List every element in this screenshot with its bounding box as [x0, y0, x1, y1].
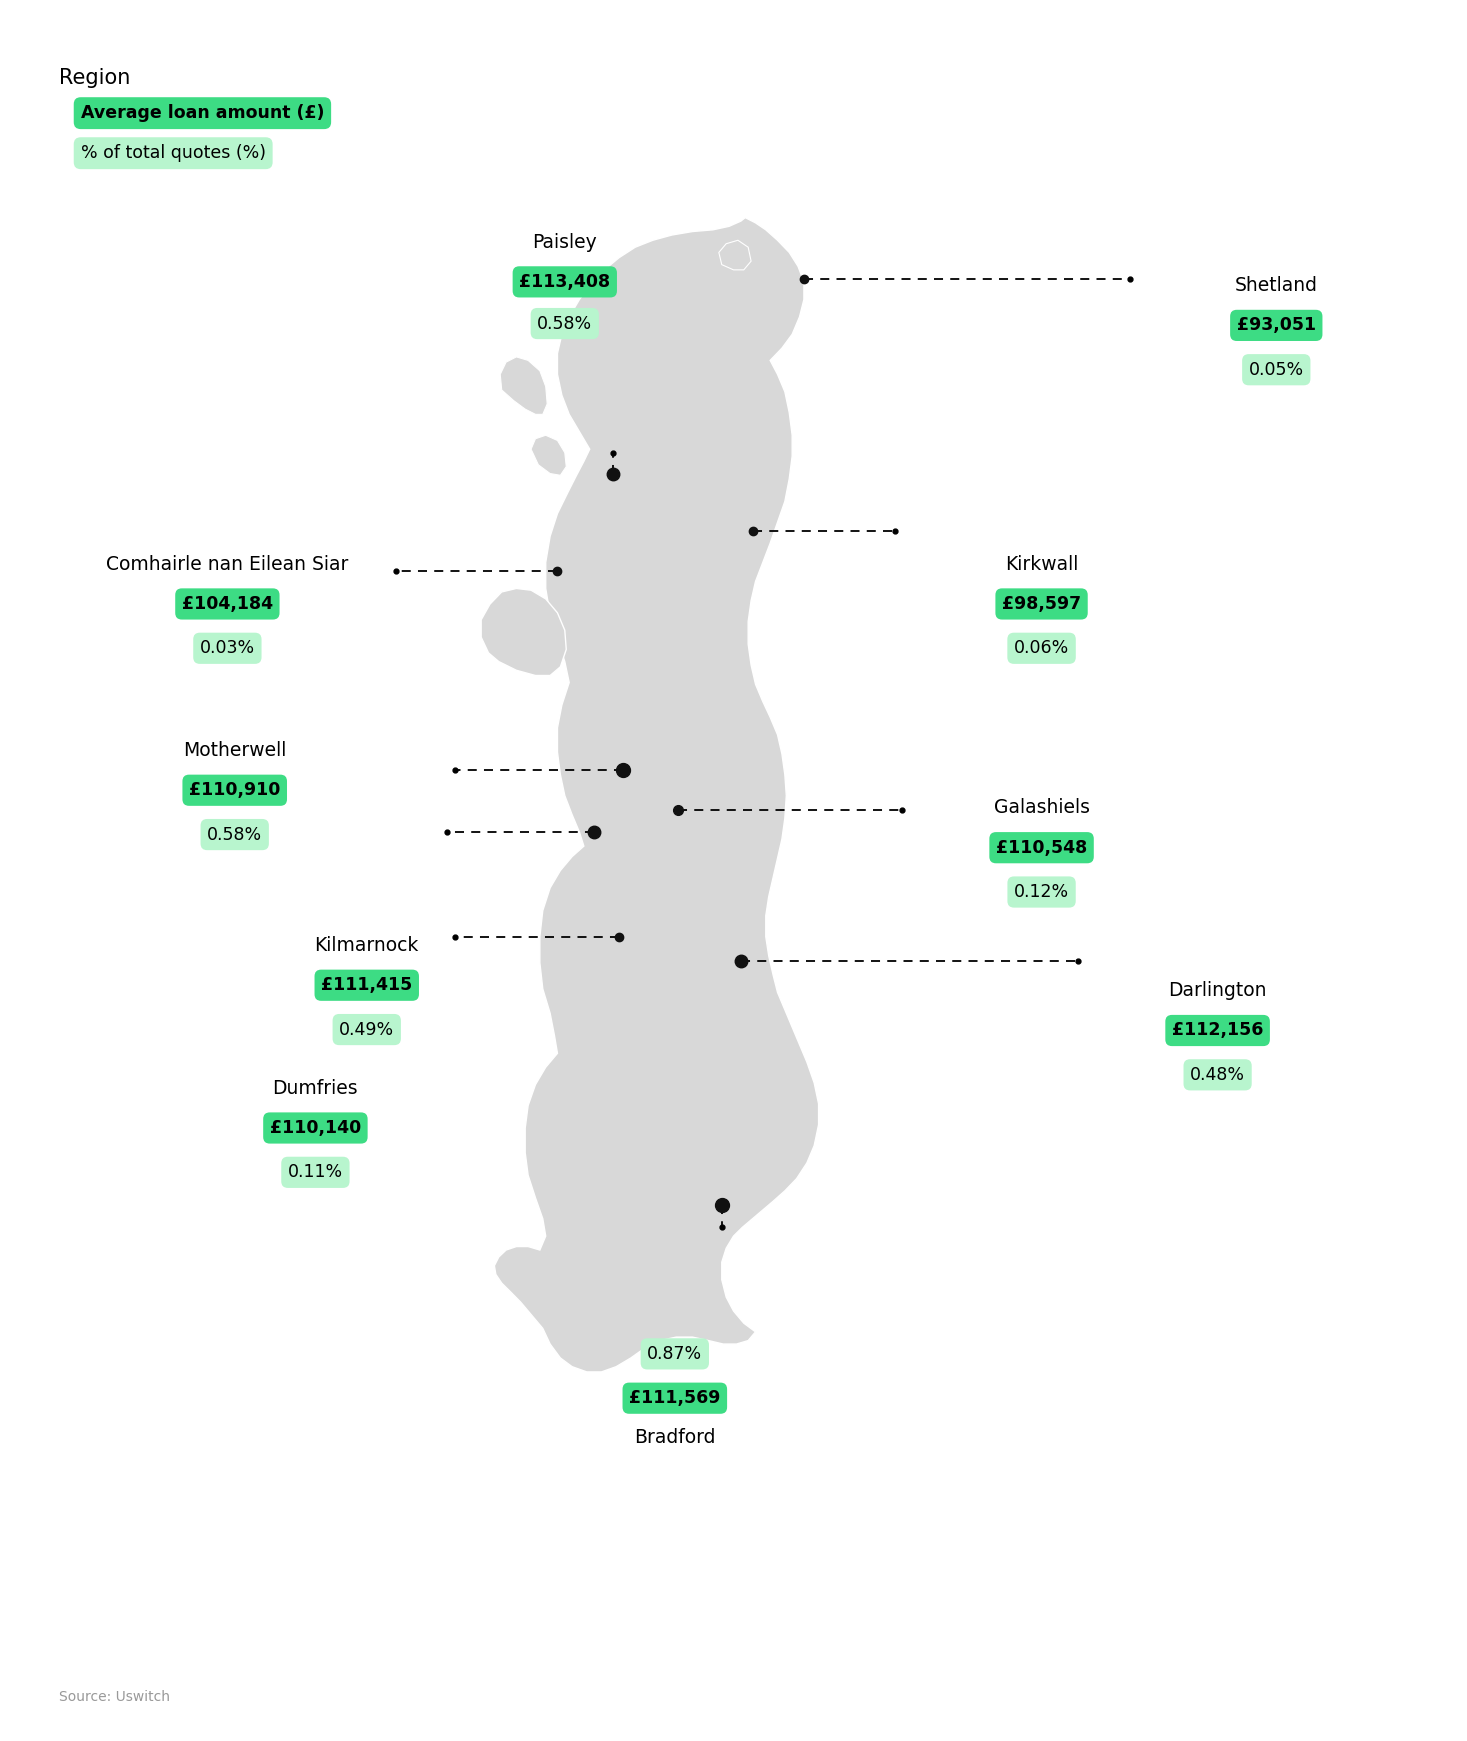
Text: 0.06%: 0.06% [1014, 639, 1069, 658]
Text: £104,184: £104,184 [182, 595, 273, 613]
Text: Region: Region [59, 68, 131, 89]
Text: Bradford: Bradford [634, 1428, 716, 1447]
Text: Paisley: Paisley [533, 233, 597, 252]
Polygon shape [719, 240, 751, 270]
Polygon shape [531, 435, 566, 475]
Text: Darlington: Darlington [1168, 982, 1267, 1001]
Text: Kirkwall: Kirkwall [1005, 555, 1078, 575]
Text: £113,408: £113,408 [519, 273, 610, 291]
Text: 0.87%: 0.87% [647, 1344, 703, 1363]
Text: £112,156: £112,156 [1172, 1022, 1263, 1039]
Text: Motherwell: Motherwell [183, 742, 286, 761]
Polygon shape [481, 588, 566, 676]
Text: £110,910: £110,910 [189, 782, 280, 799]
Text: Source: Uswitch: Source: Uswitch [59, 1691, 170, 1704]
Text: Galashiels: Galashiels [993, 799, 1090, 818]
Text: £110,140: £110,140 [270, 1119, 361, 1137]
Polygon shape [494, 218, 819, 1372]
Text: Kilmarnock: Kilmarnock [314, 937, 420, 956]
Text: 0.58%: 0.58% [207, 825, 263, 844]
Text: Comhairle nan Eilean Siar: Comhairle nan Eilean Siar [106, 555, 349, 575]
Text: 0.48%: 0.48% [1190, 1065, 1245, 1085]
Text: £111,415: £111,415 [321, 977, 412, 994]
Text: £93,051: £93,051 [1237, 317, 1316, 334]
Text: £98,597: £98,597 [1002, 595, 1081, 613]
Text: % of total quotes (%): % of total quotes (%) [81, 145, 266, 162]
Text: 0.49%: 0.49% [339, 1020, 395, 1039]
Text: 0.12%: 0.12% [1014, 883, 1069, 902]
Text: 0.05%: 0.05% [1248, 360, 1304, 380]
Text: 0.58%: 0.58% [537, 315, 593, 333]
Text: Average loan amount (£): Average loan amount (£) [81, 104, 324, 122]
Text: Shetland: Shetland [1235, 277, 1317, 296]
Text: £111,569: £111,569 [629, 1389, 720, 1407]
Polygon shape [500, 357, 547, 414]
Text: Dumfries: Dumfries [273, 1079, 358, 1099]
Text: 0.11%: 0.11% [288, 1163, 343, 1182]
Text: £110,548: £110,548 [996, 839, 1087, 857]
Text: 0.03%: 0.03% [200, 639, 255, 658]
